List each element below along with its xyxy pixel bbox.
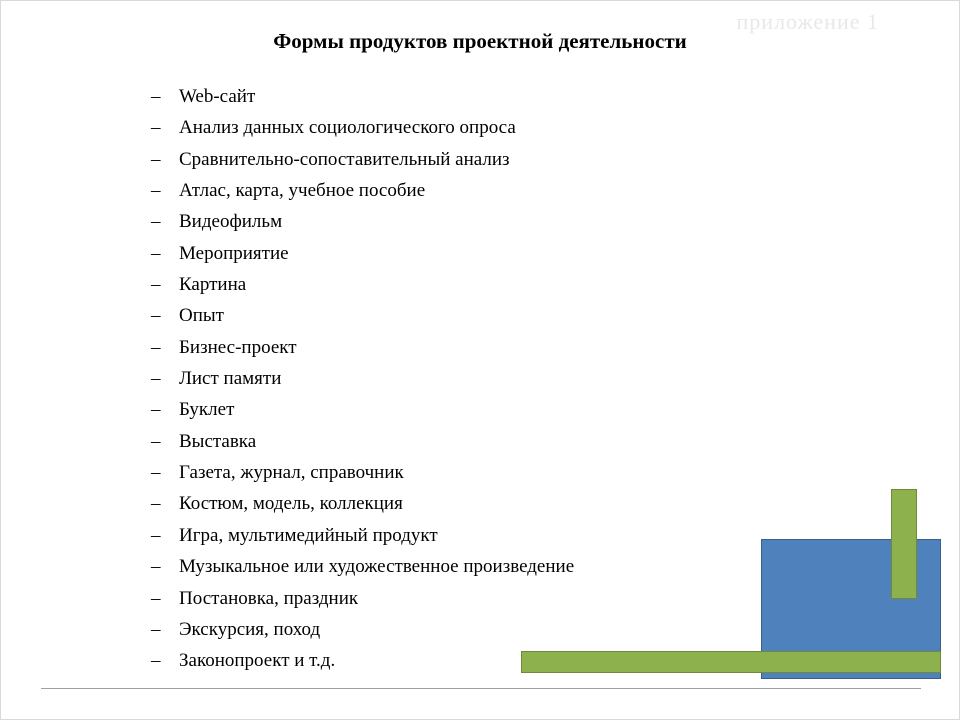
bullet-dash-icon: – [151,332,179,363]
bullet-dash-icon: – [151,457,179,488]
list-item-text: Мероприятие [179,238,851,269]
list-item: – Анализ данных социологического опроса [151,112,851,143]
bullet-dash-icon: – [151,238,179,269]
list-item: – Опыт [151,300,851,331]
list-item-text: Экскурсия, поход [179,614,851,645]
list-item-text: Газета, журнал, справочник [179,457,851,488]
bullet-dash-icon: – [151,363,179,394]
list-item-text: Видеофильм [179,206,851,237]
bullet-dash-icon: – [151,520,179,551]
list-item: – Бизнес-проект [151,332,851,363]
list-item-text: Постановка, праздник [179,583,851,614]
list-item: – Видеофильм [151,206,851,237]
list-item-text: Опыт [179,300,851,331]
slide-page: приложение 1 Формы продуктов проектной д… [0,0,960,720]
bullet-dash-icon: – [151,645,179,676]
list-item: – Web-сайт [151,81,851,112]
bullet-dash-icon: – [151,394,179,425]
bullet-dash-icon: – [151,300,179,331]
list-item: – Постановка, праздник [151,583,851,614]
slide-title: Формы продуктов проектной деятельности [1,29,959,54]
list-item-text: Лист памяти [179,363,851,394]
bullet-dash-icon: – [151,175,179,206]
list-item: – Мероприятие [151,238,851,269]
bullet-dash-icon: – [151,81,179,112]
list-item-text: Буклет [179,394,851,425]
bullet-dash-icon: – [151,144,179,175]
decoration-green-vertical [891,489,917,599]
list-item: – Картина [151,269,851,300]
bullet-dash-icon: – [151,488,179,519]
bullet-dash-icon: – [151,112,179,143]
list-item-text: Бизнес-проект [179,332,851,363]
list-item-text: Выставка [179,426,851,457]
list-item: – Костюм, модель, коллекция [151,488,851,519]
bullet-dash-icon: – [151,426,179,457]
list-item: – Лист памяти [151,363,851,394]
decoration-green-horizontal [521,651,941,673]
list-item: – Музыкальное или художественное произве… [151,551,851,582]
horizontal-rule [41,688,921,689]
list-item-text: Сравнительно-сопоставительный анализ [179,144,851,175]
list-item: – Газета, журнал, справочник [151,457,851,488]
list-item-text: Атлас, карта, учебное пособие [179,175,851,206]
list-item: – Игра, мультимедийный продукт [151,520,851,551]
list-item-text: Анализ данных социологического опроса [179,112,851,143]
list-item: – Атлас, карта, учебное пособие [151,175,851,206]
list-item-text: Костюм, модель, коллекция [179,488,851,519]
bullet-dash-icon: – [151,614,179,645]
bullet-dash-icon: – [151,206,179,237]
list-item-text: Игра, мультимедийный продукт [179,520,851,551]
list-item-text: Web-сайт [179,81,851,112]
list-item: – Экскурсия, поход [151,614,851,645]
bullet-dash-icon: – [151,551,179,582]
list-item-text: Музыкальное или художественное произведе… [179,551,851,582]
bullet-list: – Web-сайт – Анализ данных социологическ… [151,81,851,677]
list-item-text: Картина [179,269,851,300]
list-item: – Сравнительно-сопоставительный анализ [151,144,851,175]
bullet-dash-icon: – [151,583,179,614]
bullet-dash-icon: – [151,269,179,300]
list-item: – Выставка [151,426,851,457]
list-item: – Буклет [151,394,851,425]
